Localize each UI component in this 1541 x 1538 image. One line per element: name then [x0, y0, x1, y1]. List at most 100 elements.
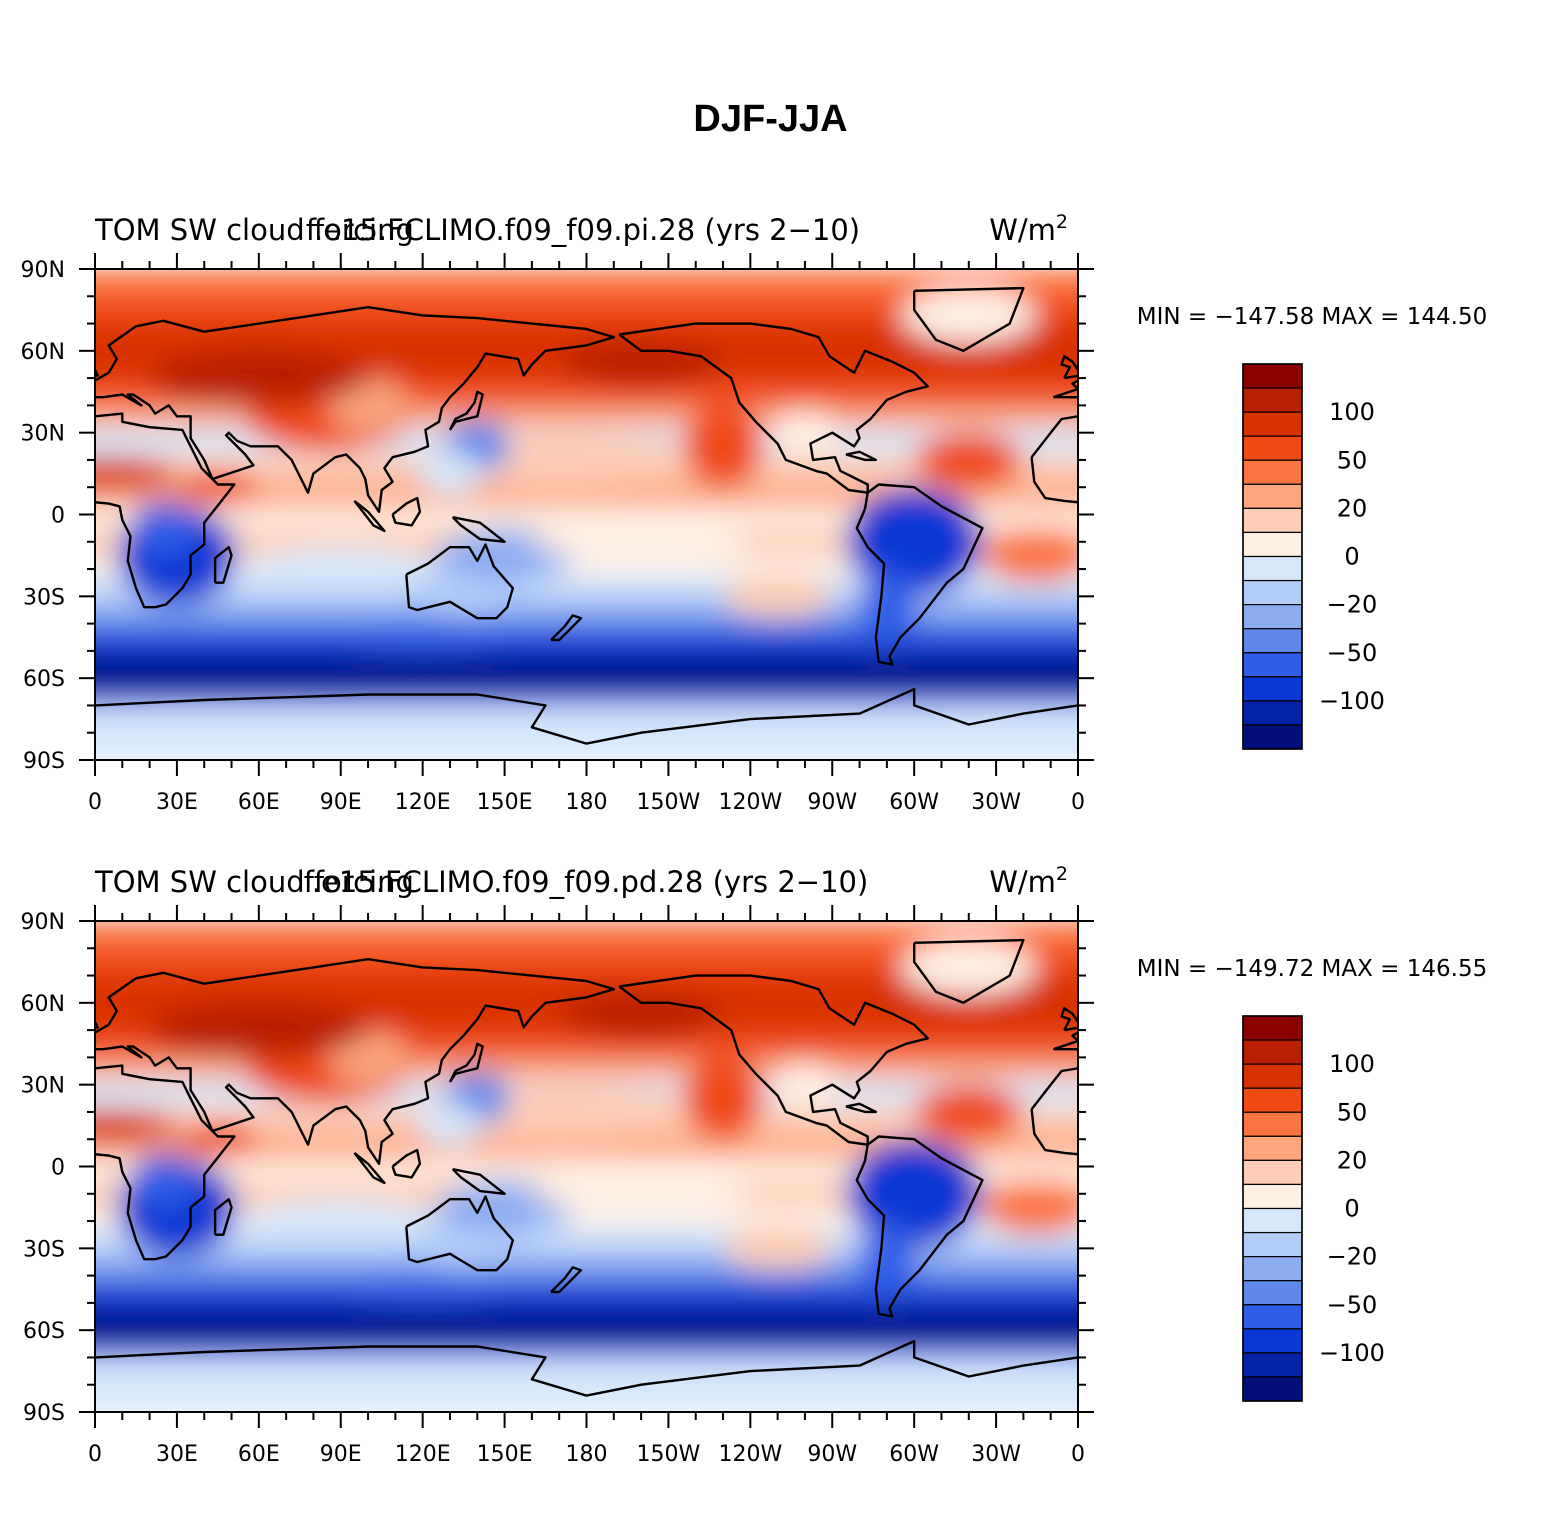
field-blob [531, 525, 751, 559]
coastline-greenland [913, 286, 1025, 352]
lon-tick-label: 150E [477, 790, 533, 815]
units-exponent: 2 [1056, 863, 1068, 885]
field-blob [340, 623, 505, 651]
colorbar-box [1242, 555, 1303, 582]
lat-tick-label: 30S [23, 585, 65, 610]
colorbar-box [1242, 1256, 1303, 1282]
lat-tick-label: 0 [51, 504, 65, 529]
field-band [95, 664, 1078, 685]
lon-tick-label: 0 [1071, 1442, 1085, 1467]
field-band [95, 1335, 1078, 1348]
lon-tick-label: 30E [156, 1442, 198, 1467]
coastline-australia [1389, 545, 1496, 619]
coastline-britain [95, 367, 99, 378]
lon-tick-label: 60W [889, 1442, 939, 1467]
field-band [95, 1242, 1078, 1258]
colorbar-box [1242, 700, 1303, 726]
coastline-antarctica [1077, 704, 1078, 706]
min-max-stats: MIN = −147.58 MAX = 144.50 [1137, 304, 1488, 330]
colorbar-box [1242, 1015, 1303, 1041]
coastline-newguinea [1436, 1169, 1488, 1194]
units-label: W/m2 [989, 863, 1068, 899]
coastline-antarctica [1077, 1356, 1078, 1358]
field-blob [914, 432, 1024, 488]
coastline-borneo [391, 496, 422, 527]
coastline-cuba [845, 1102, 878, 1114]
field-blob [417, 1103, 483, 1148]
colorbar-box [1242, 652, 1303, 678]
field-band [95, 683, 1078, 696]
field-band [95, 1281, 1078, 1293]
colorbar-label: 50 [1337, 1098, 1368, 1126]
lon-tick-label: 30E [156, 790, 198, 815]
lon-tick-label: 30W [971, 790, 1021, 815]
center-string: f.e15.FCLIMO.f09_f09.pi.28 (yrs 2−10) [306, 213, 860, 247]
coastline-borneo [391, 1148, 422, 1179]
lon-tick-label: 0 [1071, 790, 1085, 815]
coastline-namerica [618, 322, 929, 494]
lon-tick-label: 60E [238, 1442, 280, 1467]
coastline-nz [550, 614, 583, 642]
field-blob [559, 994, 724, 1039]
map-field [95, 269, 1541, 760]
colorbar-box [1242, 483, 1303, 509]
coastline-samerica [855, 483, 984, 666]
field-blob [772, 1062, 838, 1107]
lon-tick-label: 150W [637, 790, 701, 815]
colorbar-box [1242, 579, 1303, 606]
field-blob [559, 342, 724, 387]
lon-tick-label: 60E [238, 790, 280, 815]
field-blob [772, 410, 838, 455]
colorbar-box [1242, 507, 1303, 534]
colorbar: 100 50 20 0 −20 −50 −100 [1242, 363, 1385, 750]
colorbar-box [1242, 387, 1303, 413]
field-band [95, 1270, 1078, 1283]
coastline-japan [448, 390, 484, 431]
colorbar-label: 0 [1344, 543, 1359, 571]
field-blob [859, 1221, 915, 1303]
colorbar-box [1242, 1304, 1303, 1330]
lon-tick-label: 90E [320, 1442, 362, 1467]
lon-tick-label: 150W [637, 1442, 701, 1467]
lon-tick-label: 180 [566, 790, 608, 815]
coastline-japan [1433, 392, 1466, 430]
field-band [95, 405, 1078, 429]
colorbar-label: −20 [1327, 591, 1378, 619]
coastline-nz [1534, 615, 1541, 640]
lat-tick-label: 0 [51, 1156, 65, 1181]
colorbar-box [1242, 1280, 1303, 1306]
field-blob [723, 574, 833, 619]
colorbar-box [1242, 411, 1303, 437]
field-blob [149, 1002, 369, 1058]
field-blob [95, 457, 177, 490]
field-band [95, 1316, 1078, 1337]
coastline-australia [1389, 1197, 1496, 1271]
lon-tick-label: 120W [718, 1442, 782, 1467]
coastline-newguinea [1436, 517, 1488, 542]
colorbar-frame [1242, 1015, 1303, 1402]
coastline-britain [95, 1019, 99, 1030]
coastline-madagascar [1198, 1199, 1214, 1235]
left-string: TOM SW cloud forcing [94, 213, 414, 247]
coastline-borneo [1376, 1150, 1403, 1177]
colorbar-box [1242, 1352, 1303, 1378]
left-string: TOM SW cloud forcing [94, 865, 414, 899]
colorbar-box [1242, 1111, 1303, 1137]
field-band [95, 1346, 1078, 1359]
coastline-madagascar [213, 1198, 233, 1236]
lat-tick-label: 60S [23, 1319, 65, 1344]
lon-tick-label: 90W [807, 790, 857, 815]
map-panel-pd: 0 30E 60E 90E 120E 150E 180 150W 120W 90W 60W 30W 0 9… [0, 852, 1541, 1492]
field-band [95, 650, 1078, 666]
colorbar-box [1242, 459, 1303, 485]
lat-tick-label: 30S [23, 1237, 65, 1262]
field-blob [531, 1177, 751, 1211]
field-band [95, 629, 1078, 641]
units-base: W/m [989, 213, 1056, 247]
colorbar-box [1242, 1376, 1303, 1402]
field-blob [340, 1275, 505, 1303]
min-max-stats: MIN = −149.72 MAX = 146.55 [1137, 956, 1488, 982]
coastline-nz [1534, 1267, 1541, 1292]
coastline-newguinea [451, 1168, 506, 1195]
coastline-nz [550, 1266, 583, 1294]
